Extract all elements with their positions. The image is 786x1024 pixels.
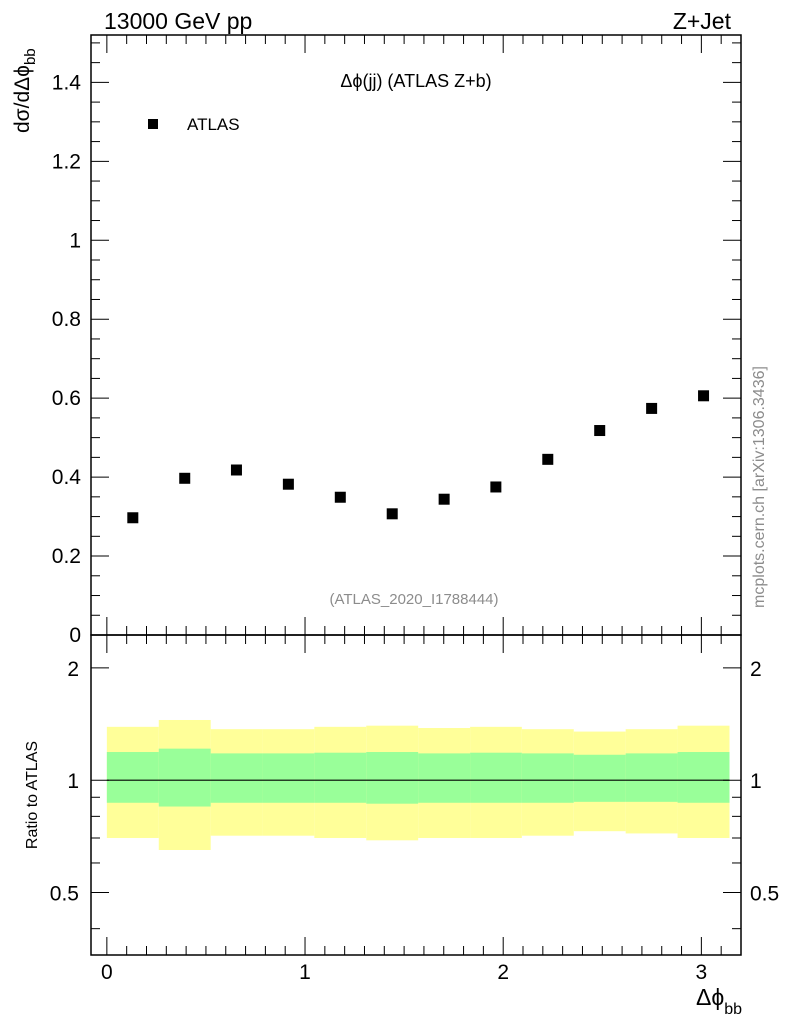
- ratio-y-tick-label-right: 1: [750, 770, 762, 793]
- data-point: [594, 425, 606, 437]
- x-axis-label-main: Δϕ: [696, 984, 724, 1010]
- data-point: [334, 491, 346, 503]
- data-point: [542, 453, 554, 465]
- legend: ATLAS: [148, 115, 240, 134]
- header-right: Z+Jet: [673, 8, 732, 34]
- y-tick-label: 0.8: [52, 308, 81, 331]
- x-axis-label-sub: bb: [724, 1001, 742, 1018]
- ratio-y-tick-label: 1: [67, 770, 79, 793]
- ratio-y-axis-label: Ratio to ATLAS: [24, 741, 41, 849]
- y-axis-label: dσ/dΔϕbb: [11, 48, 39, 133]
- y-tick-label: 0.4: [52, 466, 82, 489]
- ratio-panel: 0.5 0.5 1 1 2 2 0 1 2 3 Ratio to ATLAS Δϕbb: [24, 634, 779, 1018]
- inner-band: [677, 752, 730, 803]
- inner-band: [521, 753, 574, 803]
- inner-band: [470, 752, 522, 803]
- y-tick-label: 0.2: [52, 545, 81, 568]
- data-points: [127, 390, 710, 524]
- data-point: [490, 481, 502, 493]
- side-credit: mcplots.cern.ch [arXiv:1306.3436]: [751, 366, 768, 608]
- header-left: 13000 GeV pp: [104, 8, 252, 34]
- ratio-y-tick-label: 2: [67, 658, 79, 681]
- inner-band: [210, 753, 263, 803]
- main-panel: Δϕ(jj) (ATLAS Z+b) (ATLAS_2020_I1788444)…: [11, 34, 742, 647]
- inner-band: [573, 754, 626, 802]
- data-point: [646, 402, 658, 414]
- y-tick-label: 1.4: [52, 71, 82, 94]
- ratio-y-tick-label-right: 2: [750, 658, 762, 681]
- ratio-y-axis: 0.5 0.5 1 1 2 2: [50, 658, 779, 930]
- data-point: [438, 493, 450, 505]
- plot-title: Δϕ(jj) (ATLAS Z+b): [340, 71, 491, 91]
- data-point: [698, 390, 710, 402]
- legend-marker: [148, 119, 158, 129]
- x-tick-label: 2: [497, 961, 509, 984]
- x-axis-label: Δϕbb: [696, 984, 742, 1018]
- y-axis-label-main: dσ/dΔϕ: [11, 65, 34, 133]
- ratio-y-tick-label-right: 0.5: [750, 883, 779, 906]
- x-tick-label: 3: [696, 961, 708, 984]
- legend-label: ATLAS: [187, 115, 240, 134]
- data-point: [127, 512, 139, 524]
- main-y-axis: 0 0.2 0.4 0.6 0.8 1 1.2 1.4: [52, 42, 741, 647]
- inner-band: [158, 748, 211, 807]
- x-tick-label: 1: [299, 961, 311, 984]
- y-tick-label: 1: [69, 229, 81, 252]
- inner-band: [625, 753, 678, 802]
- data-point: [386, 508, 398, 520]
- data-point: [230, 464, 242, 476]
- y-tick-label: 0.6: [52, 387, 81, 410]
- ratio-panel-frame: [90, 634, 742, 956]
- data-point: [179, 472, 191, 484]
- inner-band: [314, 752, 367, 803]
- ratio-x-axis: 0 1 2 3: [101, 635, 742, 984]
- inner-band: [106, 752, 159, 803]
- y-axis-label-sub: bb: [22, 48, 39, 65]
- y-tick-label: 1.2: [52, 150, 81, 173]
- ratio-y-tick-label: 0.5: [50, 883, 79, 906]
- inner-band: [418, 753, 471, 803]
- inner-bands: [106, 748, 730, 807]
- inner-band: [262, 753, 315, 803]
- y-tick-label: 0: [69, 624, 81, 647]
- x-tick-label: 0: [101, 961, 113, 984]
- inner-band: [366, 752, 419, 804]
- analysis-label: (ATLAS_2020_I1788444): [329, 591, 498, 608]
- data-point: [282, 478, 294, 490]
- main-x-ticks: [106, 35, 742, 635]
